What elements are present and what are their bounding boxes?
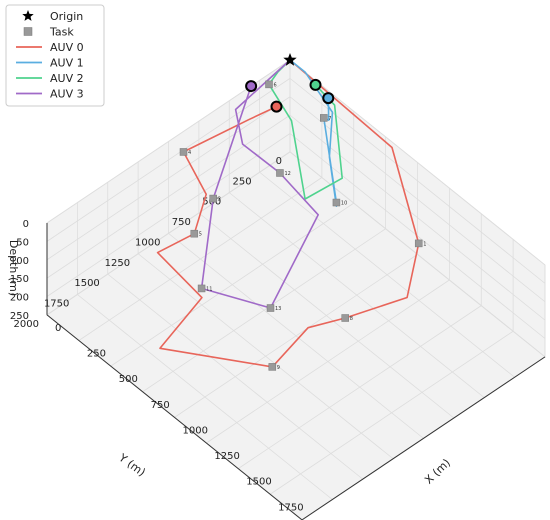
y-tick-label: 1500: [74, 278, 99, 289]
z-tick-label: 200: [10, 293, 29, 304]
grid-y-floor: [198, 212, 455, 419]
task-label-8: 8: [350, 316, 353, 322]
grid-z-ywall: [46, 114, 291, 279]
y-tick-label: 1000: [135, 237, 160, 248]
end-marker-auv-1: [322, 92, 335, 105]
grid-z-xwall: [289, 151, 546, 358]
x-tick-label: 1000: [183, 425, 208, 436]
grid-lines: [46, 59, 546, 520]
series-line-auv-2: [268, 59, 344, 200]
task-marker-11: [197, 284, 206, 293]
task-marker-1: [414, 239, 423, 248]
legend-label: AUV 2: [50, 72, 84, 85]
legend: Origin Task AUV 0 AUV 1 AUV 2 AUV 3: [5, 4, 105, 107]
task-label-11: 11: [206, 286, 212, 292]
end-marker-auv-3: [245, 80, 258, 93]
grid-z-ywall: [46, 133, 291, 297]
grid-y-floor: [168, 233, 424, 439]
task-label-7: 7: [328, 116, 331, 122]
task-marker-12: [276, 169, 284, 177]
grid-z-xwall: [289, 114, 546, 321]
x-tick-label: 1250: [214, 451, 239, 462]
grid-y-floor: [77, 294, 333, 500]
z-tick-label: 50: [16, 237, 29, 248]
z-tick-label: 100: [10, 256, 29, 267]
x-tick-label: 0: [55, 323, 61, 334]
grid-y-floor: [107, 273, 364, 480]
grid-y-floor: [137, 253, 394, 460]
task-marker-9: [268, 363, 277, 371]
y-tick-label: 2000: [14, 319, 39, 330]
end-marker-auv-0: [270, 100, 283, 113]
series-line-auv-0: [156, 59, 420, 368]
task-label-10: 10: [341, 201, 347, 207]
task-label-9: 9: [277, 365, 280, 371]
x-tick-label: 750: [151, 400, 170, 411]
y-tick-label: 750: [172, 217, 191, 228]
task-label-6: 6: [274, 82, 277, 88]
legend-task-icon: [23, 27, 33, 36]
x-tick-label: 1500: [246, 477, 271, 488]
task-marker-7: [320, 114, 328, 122]
origin-marker: [283, 53, 297, 66]
legend-label: Task: [49, 26, 74, 39]
series-line-auv-3: [200, 59, 320, 309]
task-label-1: 1: [423, 241, 426, 247]
legend-origin-icon: [22, 10, 34, 21]
task-label-5: 5: [199, 232, 202, 238]
z-tick-label: 150: [10, 274, 29, 285]
task-label-2: 2: [218, 197, 221, 203]
task-marker-5: [190, 229, 199, 238]
grid-z-ywall: [46, 78, 291, 242]
y-axis-line: [301, 356, 546, 520]
y-axis-label: Y (m): [115, 451, 147, 479]
z-tick-label: 0: [23, 219, 29, 230]
end-markers: [245, 53, 335, 113]
legend-label: AUV 3: [50, 88, 84, 101]
task-marker-2: [209, 194, 217, 203]
grid-z-ywall: [46, 151, 291, 316]
grid-z-xwall: [289, 133, 546, 339]
y-tick-label: 250: [233, 176, 252, 187]
task-marker-8: [341, 314, 349, 322]
task-label-4: 4: [188, 150, 191, 156]
task-marker-10: [332, 198, 341, 207]
legend-label: Origin: [50, 10, 83, 23]
task-marker-6: [265, 80, 273, 89]
axis-panes: [46, 58, 546, 520]
axis-lines: [46, 223, 546, 520]
legend-label: AUV 0: [50, 41, 84, 54]
x-tick-label: 250: [87, 349, 106, 360]
x-tick-label: 1750: [278, 502, 303, 513]
task-marker-4: [179, 148, 188, 156]
task-marker-13: [266, 304, 275, 312]
y-tick-label: 1250: [105, 258, 130, 269]
z-axis-label: Depth (m): [7, 240, 20, 296]
y-tick-label: 1750: [44, 299, 69, 310]
grid-z-ywall: [46, 96, 291, 261]
x-axis-line: [46, 314, 303, 520]
grid-y-floor: [259, 171, 515, 378]
x-axis-label: X (m): [422, 456, 453, 486]
task-label-12: 12: [284, 171, 290, 177]
legend-label: AUV 1: [50, 57, 84, 70]
grid-z-xwall: [289, 96, 546, 303]
y-tick-label: 0: [276, 156, 282, 167]
grid-y-floor: [228, 192, 485, 398]
x-tick-label: 500: [119, 374, 138, 385]
task-label-13: 13: [275, 306, 281, 312]
end-marker-auv-2: [309, 78, 322, 91]
z-tick-label: 250: [10, 311, 29, 322]
